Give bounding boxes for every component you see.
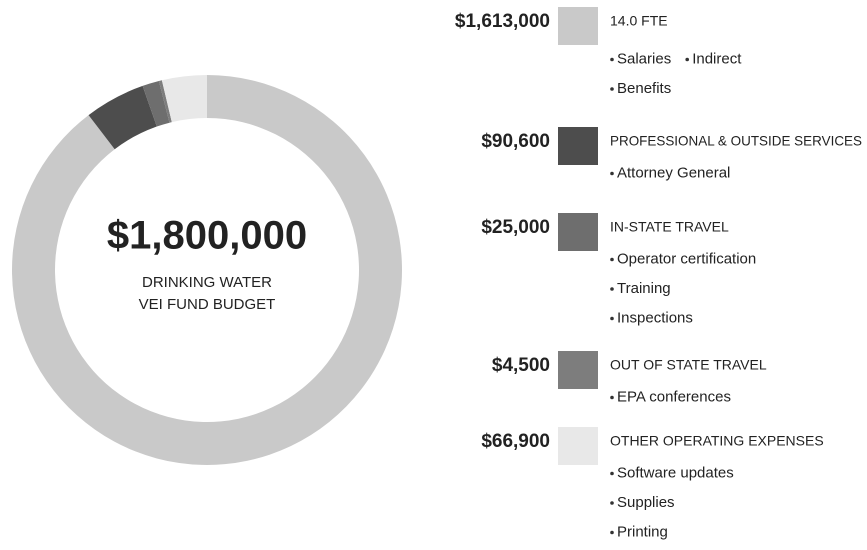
bullet (610, 87, 614, 91)
legend-value: $4,500 (492, 355, 550, 376)
legend-detail: Inspections (617, 309, 693, 326)
legend-detail: Salaries (617, 50, 671, 67)
donut-segment (158, 80, 172, 123)
donut-segment (142, 81, 170, 127)
legend-detail: Software updates (617, 464, 734, 481)
legend-swatch (558, 127, 598, 165)
legend-detail: Attorney General (617, 164, 730, 181)
bullet (610, 257, 614, 262)
legend-detail: Benefits (617, 80, 671, 97)
bullet (610, 287, 614, 291)
legend-category: OUT OF STATE TRAVEL (610, 357, 767, 373)
legend-value: $25,000 (481, 217, 550, 238)
legend-detail: Indirect (692, 50, 742, 67)
bullet (685, 57, 690, 62)
legend-detail: EPA conferences (617, 388, 731, 405)
bullet (610, 316, 614, 321)
legend-swatch (558, 427, 598, 465)
legend-swatch (558, 213, 598, 251)
center-subtitle: VEI FUND BUDGET (139, 296, 276, 313)
donut-segment (161, 75, 207, 123)
legend-category: 14.0 FTE (610, 13, 668, 29)
center-subtitle: DRINKING WATER (142, 274, 272, 291)
center-title: $1,800,000 (107, 214, 307, 258)
legend-value: $66,900 (481, 431, 550, 452)
bullet (610, 501, 614, 505)
bullet (610, 530, 614, 535)
legend-detail: Supplies (617, 494, 675, 511)
bullet (610, 395, 614, 400)
legend-category: OTHER OPERATING EXPENSES (610, 433, 824, 449)
legend-detail: Operator certification (617, 250, 756, 267)
legend-value: $90,600 (481, 131, 550, 152)
bullet (610, 171, 614, 176)
bullet (610, 471, 614, 476)
legend-detail: Printing (617, 523, 668, 540)
donut-segment (88, 85, 157, 150)
legend-detail: Training (617, 280, 671, 297)
legend-value: $1,613,000 (455, 11, 550, 32)
legend-category: PROFESSIONAL & OUTSIDE SERVICES (610, 133, 862, 149)
bullet (610, 57, 614, 62)
donut-segment (11, 75, 402, 466)
legend-category: IN-STATE TRAVEL (610, 219, 729, 235)
legend-swatch (558, 7, 598, 45)
legend-swatch (558, 351, 598, 389)
